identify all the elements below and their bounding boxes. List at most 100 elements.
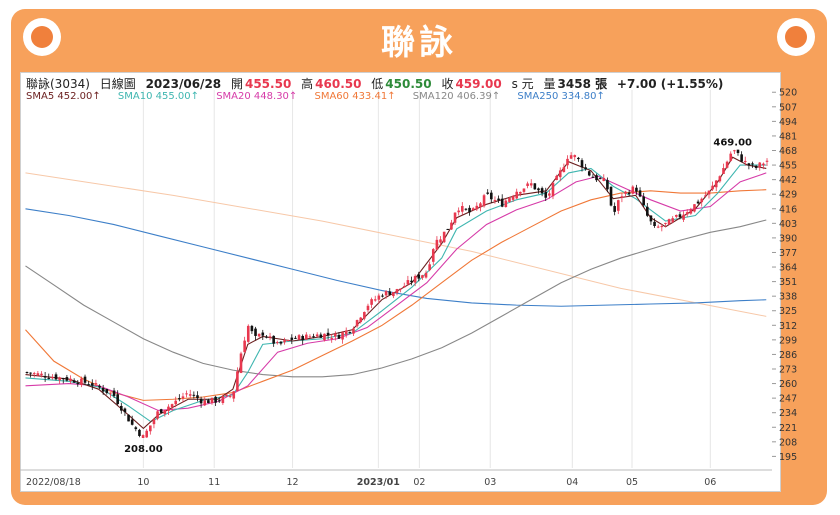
candle-body: [94, 383, 98, 385]
candle-body: [123, 408, 127, 413]
candle-body: [80, 378, 83, 385]
right-knob-icon: [777, 18, 815, 56]
candle-body: [642, 196, 645, 206]
candle-body: [762, 163, 765, 166]
candle-body: [210, 397, 214, 404]
candle-body: [413, 276, 417, 283]
candle-body: [442, 231, 446, 243]
candle-body: [490, 192, 493, 200]
candle-body: [116, 394, 119, 405]
candle-body: [664, 222, 667, 224]
candle-body: [725, 161, 729, 168]
candle-body: [32, 373, 36, 375]
high-annotation: 469.00: [713, 137, 752, 148]
candle-body: [519, 191, 522, 194]
candle-body: [257, 333, 261, 337]
candle-body: [83, 376, 87, 383]
candle-body: [265, 336, 268, 338]
high-label: 高: [301, 77, 314, 91]
y-tick-label: 260: [779, 379, 797, 390]
legend-sma250: SMA250 334.80↑: [517, 91, 605, 102]
candle-body: [207, 400, 210, 404]
candle-body: [236, 371, 239, 391]
candle-body: [178, 398, 181, 400]
candle-body: [522, 188, 526, 192]
x-tick-label: 2023/01: [357, 477, 400, 488]
y-tick-label: 286: [779, 350, 797, 361]
candle-body: [591, 176, 595, 178]
candle-body: [127, 414, 130, 422]
candle-body: [305, 334, 308, 340]
candle-body: [504, 200, 508, 208]
candle-body: [239, 353, 243, 373]
candle-body: [268, 336, 272, 338]
change-value: +7.00 (+1.55%): [616, 77, 724, 91]
quote-date: 2023/06/28: [145, 77, 222, 91]
close-value: 459.00: [455, 77, 502, 91]
candle-body: [595, 175, 598, 181]
y-tick-label: 390: [779, 233, 797, 244]
candle-body: [620, 196, 624, 198]
candle-body: [493, 199, 497, 201]
candle-body: [341, 332, 344, 340]
candle-body: [700, 198, 704, 203]
candle-body: [185, 393, 188, 395]
candle-body: [366, 305, 370, 311]
candle-body: [627, 192, 631, 195]
candle-body: [482, 195, 486, 207]
candle-body: [250, 325, 254, 332]
y-tick-label: 338: [779, 292, 797, 303]
candle-body: [450, 222, 453, 230]
y-tick-label: 429: [779, 190, 797, 201]
candle-body: [90, 383, 94, 386]
candle-body: [43, 376, 47, 378]
y-tick-label: 442: [779, 175, 797, 186]
candle-body: [533, 183, 537, 190]
candle-body: [551, 182, 555, 197]
candle-body: [167, 406, 170, 411]
candle-body: [729, 153, 733, 161]
y-tick-label: 455: [779, 161, 797, 172]
candle-body: [508, 198, 511, 202]
candle-body: [675, 214, 678, 217]
candle-body: [174, 400, 178, 405]
candle-body: [232, 391, 236, 399]
candle-body: [163, 410, 167, 414]
candle-body: [685, 212, 689, 215]
candle-body: [435, 239, 439, 250]
x-tick-label: 2022/08/18: [26, 477, 81, 488]
candle-body: [297, 335, 301, 340]
sma250-line: [25, 208, 767, 307]
candle-body: [149, 425, 152, 432]
candle-body: [667, 219, 671, 225]
y-tick-label: 325: [779, 306, 797, 317]
title-bar: 聯詠: [11, 9, 827, 64]
candle-body: [540, 188, 544, 194]
candle-body: [406, 280, 410, 285]
sma5-line: [25, 156, 767, 430]
candle-body: [428, 264, 431, 271]
candle-body: [337, 334, 341, 339]
candle-body: [120, 405, 123, 411]
candle-body: [457, 210, 460, 213]
page-title: 聯詠: [381, 23, 457, 63]
candle-body: [758, 162, 762, 168]
y-tick-label: 481: [779, 131, 797, 142]
y-tick-label: 195: [779, 452, 797, 463]
candle-body: [751, 163, 754, 165]
x-tick-label: 11: [208, 477, 220, 488]
x-tick-label: 05: [626, 477, 638, 488]
candle-body: [25, 372, 29, 374]
candle-body: [301, 335, 304, 341]
candle-body: [61, 378, 65, 380]
candle-body: [72, 380, 76, 383]
candle-body: [624, 191, 627, 194]
candle-body: [323, 333, 326, 341]
candle-body: [363, 311, 366, 319]
period-label: 日線圖: [99, 77, 136, 91]
candle-body: [199, 398, 203, 404]
candle-body: [537, 188, 540, 191]
candle-body: [704, 195, 707, 197]
y-tick-label: 468: [779, 146, 797, 157]
legend-sma10: SMA10 455.00↑: [117, 91, 200, 102]
